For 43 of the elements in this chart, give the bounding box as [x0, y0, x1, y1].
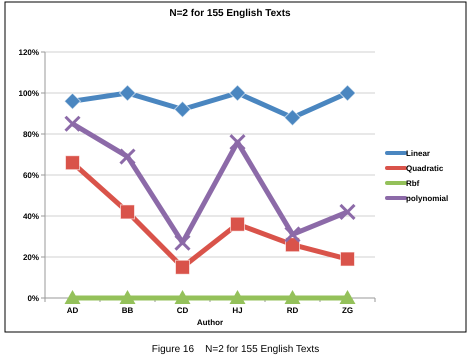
point: [120, 290, 136, 304]
point: [229, 84, 246, 102]
point: [230, 290, 246, 304]
x-axis-title: Author: [196, 318, 224, 327]
point: [284, 290, 300, 304]
point: [174, 290, 190, 304]
legend-label: Quadratic: [406, 164, 444, 173]
y-tick-label: 100%: [18, 88, 39, 98]
point: [64, 92, 81, 110]
point: [65, 155, 80, 170]
legend-label: Rbf: [406, 178, 420, 188]
point: [64, 290, 80, 304]
y-tick-label: 20%: [22, 252, 39, 262]
y-tick-label: 80%: [22, 130, 39, 139]
point: [340, 252, 355, 267]
point: [175, 260, 190, 275]
y-tick-label: 60%: [22, 170, 39, 180]
point: [174, 100, 191, 118]
point: [120, 204, 135, 220]
legend-label: Linear: [406, 148, 430, 158]
point: [174, 234, 191, 252]
point: [119, 84, 136, 102]
point: [229, 134, 246, 151]
point: [119, 148, 136, 166]
point: [284, 226, 301, 243]
x-tick-label: HJ: [232, 306, 243, 315]
y-tick-label: 120%: [18, 48, 39, 57]
y-tick-label: 0%: [27, 294, 39, 303]
point: [230, 216, 245, 232]
point: [64, 115, 81, 132]
x-tick-label: BB: [122, 306, 134, 315]
point: [339, 203, 356, 220]
y-tick-label: 40%: [22, 212, 39, 221]
caption: Figure 16 N=2 for 155 English Texts: [152, 344, 320, 355]
x-tick-label: ZG: [342, 306, 354, 315]
point: [339, 84, 356, 102]
point: [340, 290, 356, 304]
point: [284, 109, 301, 126]
chart-title: N=2 for 155 English Texts: [169, 8, 292, 19]
x-tick-label: RD: [286, 306, 298, 315]
legend-label: polynomial: [406, 194, 448, 203]
x-tick-label: CD: [176, 306, 188, 315]
x-tick-label: AD: [66, 306, 78, 315]
